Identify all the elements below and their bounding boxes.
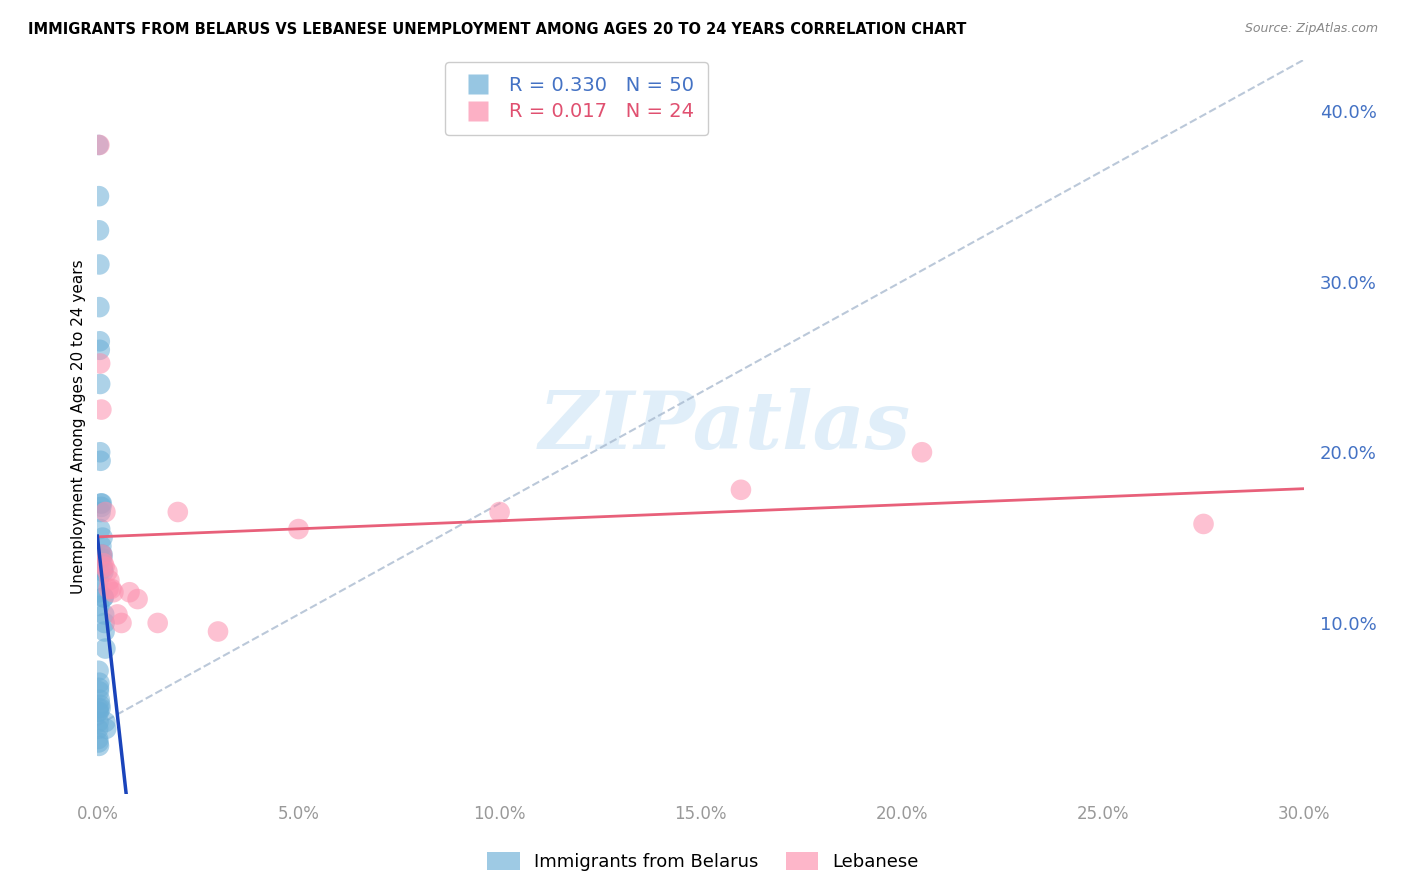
Point (91, 531, 114, 545)
Point (1192, 516, 1215, 531)
Point (89, 445, 111, 459)
Point (87, 714, 110, 729)
Point (87, 585, 110, 599)
Text: IMMIGRANTS FROM BELARUS VS LEBANESE UNEMPLOYMENT AMONG AGES 20 TO 24 YEARS CORRE: IMMIGRANTS FROM BELARUS VS LEBANESE UNEM… (28, 22, 966, 37)
Point (87, 705, 110, 719)
Point (87, 574, 110, 588)
Point (91, 551, 114, 566)
Point (89, 551, 111, 566)
Point (100, 582, 122, 596)
Point (287, 522, 309, 536)
Point (107, 607, 129, 622)
Point (87, 681, 110, 695)
Point (488, 505, 510, 519)
Point (87, 705, 110, 719)
Point (90, 496, 112, 510)
Point (93, 624, 115, 639)
Point (93, 615, 115, 630)
Point (146, 615, 169, 630)
Point (89, 675, 111, 690)
Point (89, 334, 111, 349)
Point (89, 300, 111, 314)
Point (97, 582, 120, 596)
Point (94, 505, 117, 519)
Point (89, 138, 111, 153)
Point (87, 732, 110, 747)
Point (87, 722, 110, 736)
Point (89, 693, 111, 707)
Point (96, 722, 118, 736)
Point (94, 714, 117, 729)
Point (89, 698, 111, 712)
Point (87, 189, 110, 203)
Point (96, 565, 118, 579)
Point (90, 548, 112, 562)
Point (87, 735, 110, 749)
Point (87, 739, 110, 753)
Point (87, 684, 110, 698)
Point (89, 565, 111, 579)
Point (87, 701, 110, 715)
Point (730, 483, 752, 497)
Point (90, 500, 112, 514)
Point (89, 376, 111, 391)
Point (91, 548, 114, 562)
Point (98, 574, 121, 588)
Y-axis label: Unemployment Among Ages 20 to 24 years: Unemployment Among Ages 20 to 24 years (72, 260, 86, 594)
Point (90, 402, 112, 417)
Point (118, 585, 141, 599)
Point (91, 561, 114, 575)
Text: Source: ZipAtlas.com: Source: ZipAtlas.com (1244, 22, 1378, 36)
Point (110, 615, 132, 630)
Point (94, 641, 117, 656)
Point (90, 701, 112, 715)
Point (127, 592, 149, 607)
Point (87, 223, 110, 237)
Point (103, 585, 125, 599)
Point (90, 454, 112, 468)
Point (87, 138, 110, 153)
Point (93, 559, 115, 574)
Point (90, 496, 112, 510)
Point (93, 591, 115, 605)
Point (90, 505, 112, 519)
Point (93, 556, 115, 570)
Point (87, 664, 110, 678)
Point (93, 607, 115, 622)
Legend: R = 0.330   N = 50, R = 0.017   N = 24: R = 0.330 N = 50, R = 0.017 N = 24 (444, 62, 707, 135)
Point (89, 257, 111, 271)
Point (91, 548, 114, 562)
Point (207, 624, 229, 639)
Point (93, 591, 115, 605)
Point (90, 539, 112, 553)
Point (89, 522, 111, 536)
Point (166, 505, 188, 519)
Point (89, 356, 111, 370)
Point (911, 445, 934, 459)
Point (89, 343, 111, 357)
Legend: Immigrants from Belarus, Lebanese: Immigrants from Belarus, Lebanese (479, 846, 927, 879)
Text: ZIPatlas: ZIPatlas (538, 388, 911, 466)
Point (93, 565, 115, 579)
Point (89, 599, 111, 613)
